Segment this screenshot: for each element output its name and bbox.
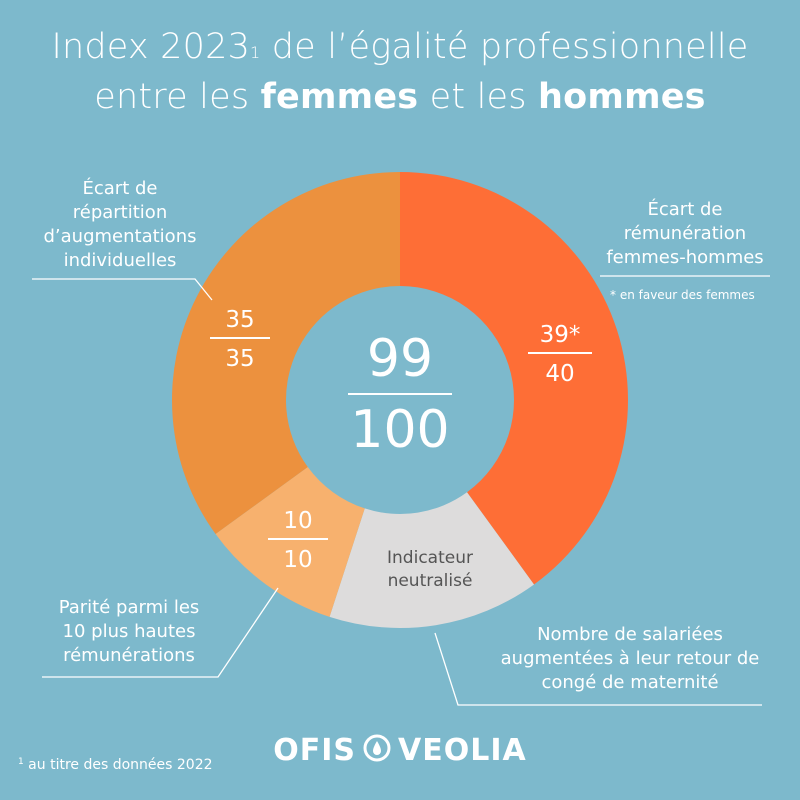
label-line: individuelles bbox=[63, 250, 177, 271]
donut-slice-3 bbox=[172, 172, 400, 535]
donut-slice-2 bbox=[215, 467, 365, 617]
label-maternite: Nombre de salariées augmentées à leur re… bbox=[490, 623, 770, 695]
footnote: 1 au titre des données 2022 bbox=[18, 757, 213, 773]
logo: OFIS VEOLIA bbox=[0, 733, 800, 768]
label-line: répartition bbox=[72, 202, 168, 223]
label-line: Indicateur bbox=[387, 548, 473, 568]
score-augmentations: 35 35 bbox=[208, 303, 272, 379]
label-neutralise: Indicateur neutralisé bbox=[355, 547, 505, 593]
fraction-bar bbox=[268, 538, 328, 540]
leader-lines bbox=[32, 275, 770, 706]
total-fraction-bar bbox=[348, 393, 452, 395]
score-augmentations-max: 35 bbox=[225, 345, 255, 372]
logo-drop-icon bbox=[362, 733, 392, 763]
title-emphasis-femmes: femmes bbox=[260, 77, 419, 117]
donut-slice-1 bbox=[329, 492, 535, 628]
label-augmentations: Écart de répartition d’augmentations ind… bbox=[30, 177, 210, 273]
total-score: 99 100 bbox=[340, 327, 460, 465]
leader-line-parite bbox=[42, 587, 279, 678]
label-remuneration: Écart de rémunération femmes-hommes bbox=[590, 198, 780, 270]
footnote-text: au titre des données 2022 bbox=[23, 757, 213, 773]
score-remuneration: 39* 40 bbox=[525, 318, 595, 394]
score-remuneration-max: 40 bbox=[545, 360, 575, 387]
label-line: rémunérations bbox=[63, 645, 195, 666]
score-remuneration-value: 39* bbox=[539, 322, 581, 348]
label-parite: Parité parmi les 10 plus hautes rémunéra… bbox=[34, 596, 224, 668]
leader-line-maternite bbox=[434, 632, 762, 706]
score-parite: 10 10 bbox=[266, 504, 330, 580]
logo-text-right: VEOLIA bbox=[398, 733, 527, 768]
footnote-mark: 1 bbox=[18, 757, 24, 767]
fraction-bar bbox=[528, 352, 592, 354]
title-part: entre les bbox=[94, 77, 261, 117]
donut-slices bbox=[172, 172, 628, 628]
label-line: neutralisé bbox=[387, 571, 473, 591]
title-line-1: Index 20231 de l’égalité professionnelle bbox=[0, 22, 800, 72]
title-footnote-mark: 1 bbox=[250, 43, 261, 62]
fraction-bar bbox=[210, 337, 270, 339]
label-line: augmentées à leur retour de bbox=[500, 648, 760, 669]
total-score-max: 100 bbox=[350, 399, 450, 460]
donut-slice-0 bbox=[400, 172, 628, 585]
label-line: femmes-hommes bbox=[606, 247, 764, 268]
label-line: Écart de bbox=[82, 178, 158, 199]
title-line-2: entre les femmes et les hommes bbox=[0, 72, 800, 122]
label-line: d’augmentations bbox=[43, 226, 197, 247]
title-part: et les bbox=[418, 77, 539, 117]
title-part: Index 2023 bbox=[51, 27, 251, 67]
label-line: Écart de bbox=[647, 199, 723, 220]
label-line: Nombre de salariées bbox=[537, 624, 723, 645]
label-line: rémunération bbox=[623, 223, 747, 244]
logo-text-left: OFIS bbox=[273, 733, 357, 768]
score-augmentations-value: 35 bbox=[225, 307, 255, 333]
footnote-star: * en faveur des femmes bbox=[610, 288, 755, 302]
chart-title: Index 20231 de l’égalité professionnelle… bbox=[0, 22, 800, 122]
label-line: Parité parmi les bbox=[58, 597, 200, 618]
label-line: congé de maternité bbox=[541, 672, 719, 693]
score-parite-max: 10 bbox=[283, 546, 313, 573]
title-emphasis-hommes: hommes bbox=[538, 77, 706, 117]
title-part: de l’égalité professionnelle bbox=[260, 27, 749, 67]
score-parite-value: 10 bbox=[283, 508, 313, 534]
leader-line-augmentations bbox=[32, 278, 213, 301]
label-line: 10 plus hautes bbox=[62, 621, 196, 642]
total-score-value: 99 bbox=[366, 329, 434, 389]
